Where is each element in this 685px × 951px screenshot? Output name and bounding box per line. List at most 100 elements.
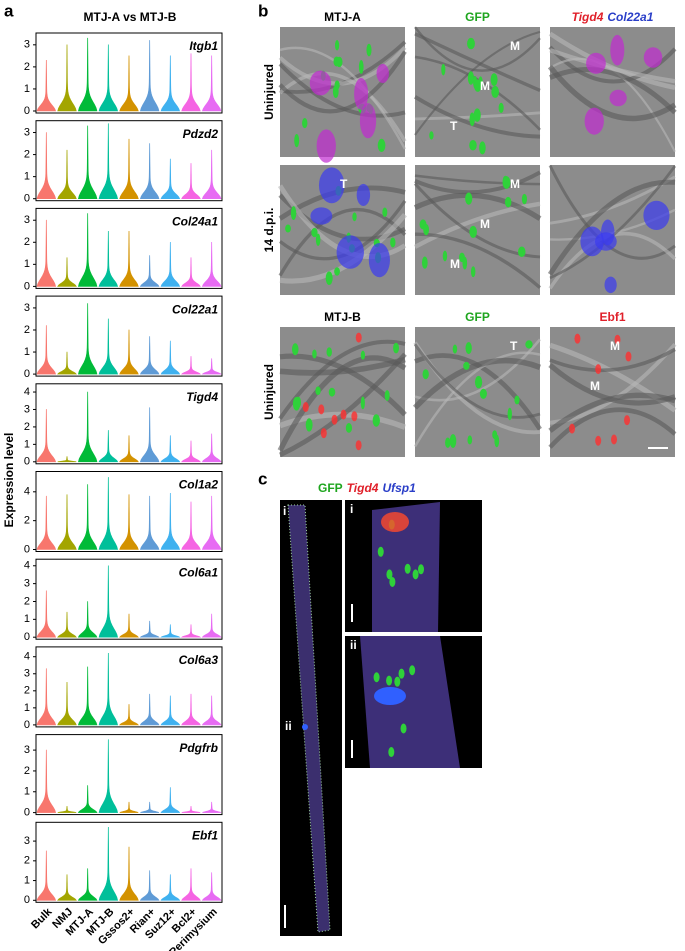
texture xyxy=(414,170,541,195)
violin xyxy=(160,241,181,287)
texture xyxy=(279,213,407,284)
cell xyxy=(312,349,317,359)
cell xyxy=(479,388,487,399)
violin xyxy=(201,872,222,901)
y-tick-label: 3 xyxy=(24,744,30,756)
violin xyxy=(36,495,57,550)
stain xyxy=(309,70,332,96)
y-tick-label: 3 xyxy=(24,668,30,680)
violin xyxy=(77,666,98,726)
y-tick-label: 2 xyxy=(24,765,30,777)
y-tick-label: 0 xyxy=(24,719,30,731)
violin xyxy=(119,329,139,375)
cell xyxy=(442,250,448,262)
stain xyxy=(374,687,406,705)
cell xyxy=(294,133,300,148)
cell xyxy=(467,71,474,85)
stain xyxy=(595,364,602,375)
row-label: Uninjured xyxy=(262,364,276,420)
texture xyxy=(412,357,542,410)
stain xyxy=(580,226,604,257)
cell xyxy=(389,576,396,587)
y-tick-label: 3 xyxy=(24,403,30,415)
y-tick-label: 1 xyxy=(24,258,30,270)
y-tick-label: 1 xyxy=(24,613,30,625)
stain xyxy=(569,423,576,434)
header-part: MTJ-B xyxy=(324,310,361,324)
plot-frame xyxy=(35,383,223,465)
y-tick-label: 2 xyxy=(24,61,30,73)
cell xyxy=(474,375,483,389)
violin xyxy=(160,55,181,112)
row-label: Uninjured xyxy=(262,64,276,120)
cell xyxy=(421,256,428,269)
violin xyxy=(119,138,139,199)
texture xyxy=(548,363,676,406)
inset-label: i xyxy=(350,502,353,516)
cell xyxy=(452,344,458,354)
y-tick-label: 2 xyxy=(24,855,30,867)
header-part: Tigd4 xyxy=(347,481,379,495)
header-part: Ebf1 xyxy=(599,310,625,324)
violin xyxy=(57,351,77,375)
texture xyxy=(278,71,407,143)
y-tick-label: 4 xyxy=(24,386,30,398)
violin xyxy=(77,785,98,813)
violin xyxy=(98,477,119,550)
cell xyxy=(398,668,405,679)
violin xyxy=(181,440,201,463)
cell xyxy=(291,343,299,356)
cell xyxy=(394,676,401,687)
violin xyxy=(201,495,222,550)
violin xyxy=(139,40,160,112)
y-tick-label: 2 xyxy=(24,236,30,248)
stain xyxy=(610,34,625,66)
cell xyxy=(507,407,512,421)
violin xyxy=(201,149,222,199)
violin xyxy=(139,495,160,550)
cell xyxy=(469,112,475,127)
cell xyxy=(384,390,390,402)
texture xyxy=(413,201,541,249)
y-tick-label: 1 xyxy=(24,702,30,714)
texture xyxy=(413,192,542,221)
gene-name: Itgb1 xyxy=(189,39,218,53)
panel-letter: b xyxy=(258,1,268,20)
cell xyxy=(326,347,332,357)
stain xyxy=(624,415,631,426)
violin xyxy=(160,695,181,726)
violin xyxy=(201,241,222,287)
texture xyxy=(548,407,677,449)
cell xyxy=(409,665,416,676)
texture xyxy=(548,164,676,260)
cell xyxy=(467,435,473,445)
header-part: MTJ-A xyxy=(324,10,361,24)
cell xyxy=(463,361,470,370)
violin xyxy=(36,749,57,813)
column-header: GFP xyxy=(465,310,490,324)
y-tick-label: 4 xyxy=(24,651,30,663)
header-part: Col22a1 xyxy=(607,10,653,24)
header-part: GFP xyxy=(318,481,343,495)
violin xyxy=(181,53,201,112)
violin xyxy=(77,868,98,901)
cell xyxy=(494,434,500,448)
stain xyxy=(356,183,371,206)
stain xyxy=(601,219,615,246)
cell xyxy=(412,569,419,580)
cell xyxy=(518,246,526,258)
violin xyxy=(77,37,98,112)
texture xyxy=(547,65,677,122)
stain xyxy=(351,411,358,422)
cell xyxy=(315,386,321,395)
plot-frame xyxy=(35,558,223,640)
violin xyxy=(139,620,160,638)
violin xyxy=(36,219,57,287)
violin xyxy=(57,681,77,726)
violin xyxy=(201,613,222,638)
cell xyxy=(325,271,333,285)
cell xyxy=(302,118,308,129)
cell xyxy=(334,40,340,51)
cell xyxy=(386,675,393,686)
gene-name: Col6a3 xyxy=(179,653,219,667)
